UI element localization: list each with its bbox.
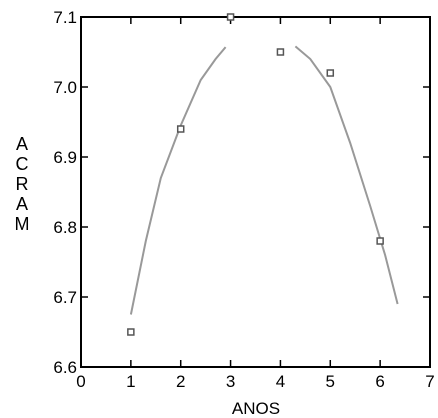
x-tick-label: 2	[176, 372, 185, 391]
fit-curve	[129, 46, 227, 315]
x-tick-label: 6	[375, 372, 384, 391]
data-point	[276, 48, 285, 56]
data-point	[226, 13, 235, 21]
y-tick-label: 6.8	[53, 218, 77, 237]
data-point	[176, 125, 185, 133]
data-point	[376, 237, 384, 245]
data-point	[326, 69, 335, 77]
data-points	[127, 13, 384, 336]
x-tick-label: 4	[276, 372, 285, 391]
x-tick-label: 1	[126, 372, 135, 391]
y-tick-label: 7.0	[53, 78, 77, 97]
x-tick-label: 0	[76, 372, 85, 391]
y-tick-label: 7.1	[53, 8, 77, 27]
plot-area	[80, 16, 431, 368]
plot-frame	[80, 16, 431, 368]
x-axis: 0 1 2 3 4 5 6 7	[76, 17, 435, 391]
y-tick-label: 6.6	[53, 358, 77, 377]
y-axis-title-letter: M	[15, 214, 30, 234]
x-tick-label: 7	[425, 372, 434, 391]
fit-curve	[294, 45, 399, 305]
y-axis-title-letter: A	[16, 194, 28, 214]
y-tick-label: 6.7	[53, 288, 77, 307]
y-tick-label: 6.9	[53, 148, 77, 167]
x-axis-title: ANOS	[232, 399, 280, 418]
y-axis-title-letter: R	[16, 174, 29, 194]
y-axis-title-letter: A	[16, 134, 28, 154]
y-axis-title-letter: C	[16, 154, 29, 174]
x-tick-label: 5	[326, 372, 335, 391]
x-tick-label: 3	[226, 372, 235, 391]
data-point	[127, 328, 135, 336]
fit-curves	[129, 45, 399, 315]
y-axis: 6.6 6.7 6.8 6.9 7.0 7.1	[53, 8, 430, 377]
